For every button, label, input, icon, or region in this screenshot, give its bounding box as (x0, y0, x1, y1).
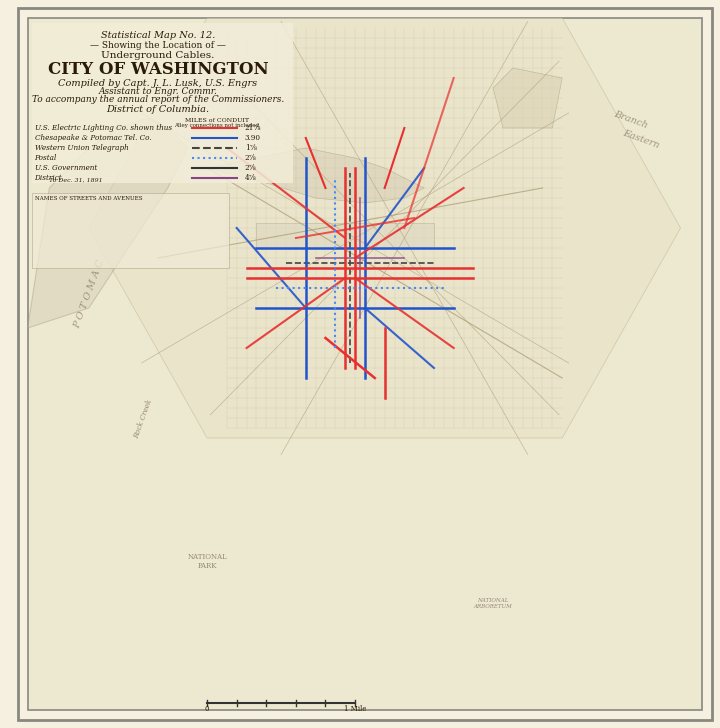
Polygon shape (18, 8, 712, 720)
Text: To accompany the annual report of the Commissioners.: To accompany the annual report of the Co… (32, 95, 284, 105)
Text: Chesapeake & Potomac Tel. Co.: Chesapeake & Potomac Tel. Co. (35, 134, 151, 142)
Polygon shape (207, 148, 424, 203)
Text: Alley connections not included: Alley connections not included (174, 122, 259, 127)
Text: NATIONAL
PARK: NATIONAL PARK (187, 553, 227, 570)
Text: NAMES OF STREETS AND AVENUES: NAMES OF STREETS AND AVENUES (35, 196, 143, 200)
Text: NATIONAL
ARBORETUM: NATIONAL ARBORETUM (474, 598, 513, 609)
Text: District of Columbia.: District of Columbia. (107, 105, 210, 114)
Text: 2⅞: 2⅞ (245, 154, 256, 162)
Text: U.S. Government: U.S. Government (35, 164, 96, 172)
Text: Statistical Map No. 12.: Statistical Map No. 12. (101, 31, 215, 41)
Text: Rock Creek: Rock Creek (132, 399, 154, 440)
Text: 1 Mile: 1 Mile (344, 705, 366, 713)
Text: P O T O M A C: P O T O M A C (72, 259, 105, 330)
Text: Postal: Postal (35, 154, 57, 162)
Text: To Dec. 31, 1891: To Dec. 31, 1891 (50, 178, 103, 183)
Text: Eastern: Eastern (621, 128, 661, 150)
Polygon shape (89, 18, 680, 438)
Bar (256, 223, 434, 248)
Text: Branch: Branch (613, 109, 649, 130)
Text: 3.90: 3.90 (245, 134, 261, 142)
Polygon shape (27, 118, 187, 328)
Polygon shape (27, 18, 702, 710)
Text: 21⅞: 21⅞ (245, 124, 261, 132)
Text: — Showing the Location of —: — Showing the Location of — (90, 41, 226, 50)
Text: Underground Cables.: Underground Cables. (101, 52, 215, 60)
Bar (32, 193, 229, 268)
Text: 4⅞: 4⅞ (245, 174, 256, 182)
Text: 1⅞: 1⅞ (245, 144, 256, 152)
Text: MILES of CONDUIT: MILES of CONDUIT (185, 117, 249, 122)
Text: 0: 0 (205, 705, 210, 713)
Text: CITY OF WASHINGTON: CITY OF WASHINGTON (48, 61, 268, 79)
Text: Western Union Telegraph: Western Union Telegraph (35, 144, 128, 152)
Text: 2⅞: 2⅞ (245, 164, 256, 172)
Polygon shape (493, 68, 562, 128)
Text: Compiled by Capt. J. L. Lusk, U.S. Engrs: Compiled by Capt. J. L. Lusk, U.S. Engrs (58, 79, 257, 89)
Text: District: District (35, 174, 62, 182)
Text: Assistant to Engr. Commr.: Assistant to Engr. Commr. (99, 87, 217, 97)
Bar (32, 23, 293, 183)
Text: U.S. Electric Lighting Co. shown thus: U.S. Electric Lighting Co. shown thus (35, 124, 171, 132)
